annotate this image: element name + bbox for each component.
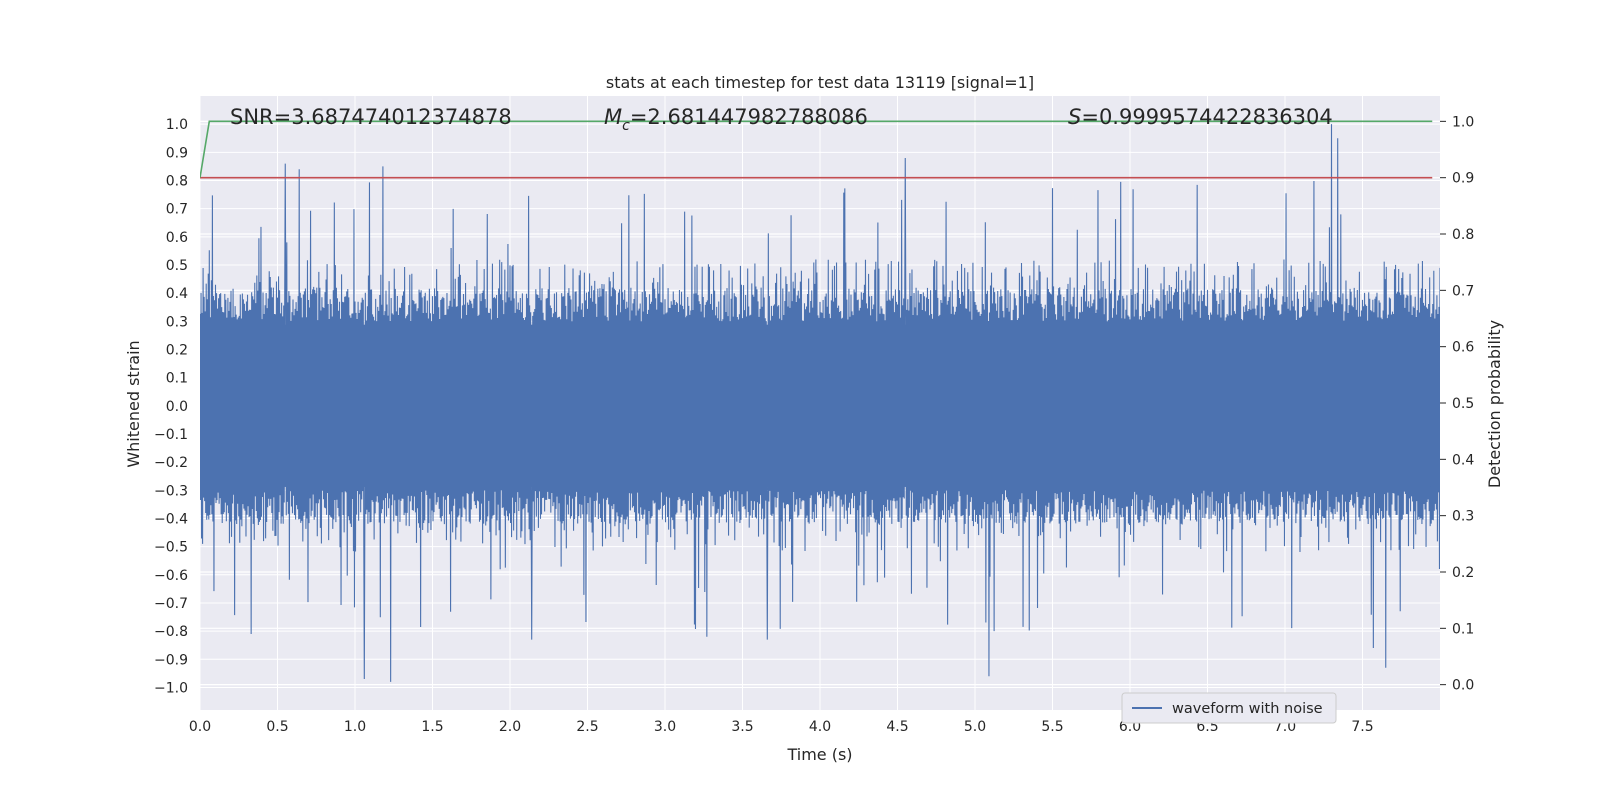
y-right-tick-label: 1.0 — [1452, 114, 1474, 130]
x-tick-label: 5.5 — [1041, 719, 1063, 735]
y-right-tick-label: 0.7 — [1452, 283, 1474, 299]
chirp-mass-annotation: Mc=2.681447982788086 — [604, 105, 868, 134]
legend: waveform with noise — [1121, 692, 1337, 724]
y-right-axis-label: Detection probability — [1485, 320, 1504, 488]
y-right-tick-label: 0.9 — [1452, 171, 1474, 187]
y-left-tick-label: 0.5 — [166, 258, 188, 274]
chirp-mass-symbol: M — [604, 105, 622, 129]
y-left-tick-label: 0.1 — [166, 371, 188, 387]
y-left-tick-label: −0.1 — [154, 427, 188, 443]
y-left-tick-label: 0.3 — [166, 314, 188, 330]
detection-probability-lines — [200, 120, 1433, 179]
y-left-tick-label: −0.3 — [154, 483, 188, 499]
chart-title: stats at each timestep for test data 131… — [606, 73, 1034, 92]
y-left-tick-label: −0.5 — [154, 540, 188, 556]
y-right-tick-label: 0.6 — [1452, 340, 1474, 356]
y-left-tick-label: 0.8 — [166, 173, 188, 189]
y-left-tick-label: 1.0 — [166, 117, 188, 133]
y-left-tick-label: 0.6 — [166, 230, 188, 246]
y-left-tick-label: 0.2 — [166, 342, 188, 358]
x-tick-label: 1.5 — [421, 719, 443, 735]
x-tick-label: 3.0 — [654, 719, 676, 735]
s-value: =0.9999574422836304 — [1081, 105, 1332, 129]
y-right-tick-label: 0.8 — [1452, 227, 1474, 243]
y-right-tick-label: 0.0 — [1452, 678, 1474, 694]
legend-box — [1121, 692, 1337, 724]
y-right-tick-label: 0.5 — [1452, 396, 1474, 412]
y-right-tick-label: 0.1 — [1452, 621, 1474, 637]
waveform-with-noise-line — [200, 124, 1440, 682]
x-tick-label: 0.0 — [189, 719, 211, 735]
x-tick-label: 1.0 — [344, 719, 366, 735]
y-left-tick-label: −0.6 — [154, 568, 188, 584]
y-left-axis-ticks: 1.0 0.9 0.8 0.7 0.6 0.5 0.4 0.3 0.2 0.1 0.0 −0.1 −0.… — [154, 117, 188, 696]
detection-probability-line — [200, 120, 1433, 178]
y-left-tick-label: −0.4 — [154, 511, 188, 527]
y-left-tick-label: −0.9 — [154, 652, 188, 668]
y-right-tick-label: 0.2 — [1452, 565, 1474, 581]
chirp-mass-subscript: c — [622, 118, 630, 134]
y-left-tick-label: −0.7 — [154, 596, 188, 612]
x-tick-label: 2.5 — [576, 719, 598, 735]
snr-annotation: SNR=3.687474012374878 — [230, 105, 512, 129]
legend-entry-waveform: waveform with noise — [1172, 701, 1323, 717]
y-left-tick-label: −1.0 — [154, 680, 188, 696]
x-axis-label: Time (s) — [786, 745, 852, 764]
y-left-tick-label: 0.4 — [166, 286, 188, 302]
y-right-tick-label: 0.4 — [1452, 452, 1474, 468]
s-symbol: S — [1068, 105, 1081, 129]
chirp-mass-value: =2.681447982788086 — [630, 105, 868, 129]
x-tick-label: 4.5 — [886, 719, 908, 735]
x-tick-label: 0.5 — [266, 719, 288, 735]
y-left-tick-label: 0.7 — [166, 202, 188, 218]
y-left-tick-label: 0.9 — [166, 145, 188, 161]
y-left-tick-label: 0.0 — [166, 399, 188, 415]
y-left-tick-label: −0.8 — [154, 624, 188, 640]
y-right-tick-label: 0.3 — [1452, 509, 1474, 525]
series-waveform-with-noise — [200, 124, 1440, 682]
waveform-core-band — [200, 324, 1431, 487]
x-tick-label: 3.5 — [731, 719, 753, 735]
y-left-axis-label: Whitened strain — [124, 340, 143, 467]
x-tick-label: 7.5 — [1351, 719, 1373, 735]
y-right-axis-ticks: 1.0 0.9 0.8 0.7 0.6 0.5 0.4 0.3 0.2 0.1 0.0 — [1440, 114, 1474, 694]
y-left-tick-label: −0.2 — [154, 455, 188, 471]
x-tick-label: 4.0 — [809, 719, 831, 735]
x-tick-label: 2.0 — [499, 719, 521, 735]
s-annotation: S=0.9999574422836304 — [1068, 105, 1333, 129]
x-tick-label: 5.0 — [964, 719, 986, 735]
